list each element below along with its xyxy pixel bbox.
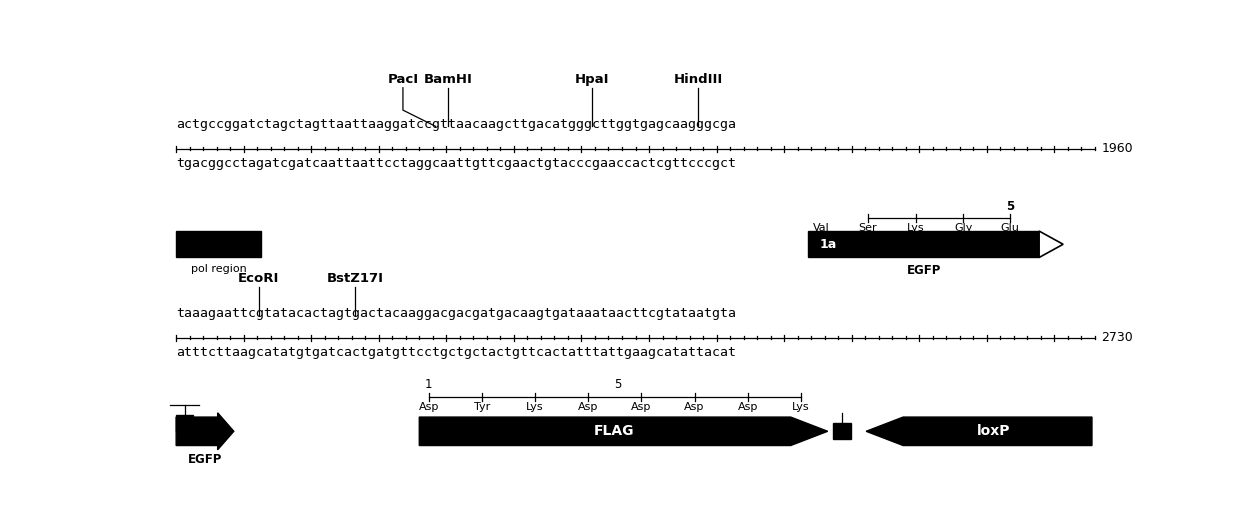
Text: EGFP: EGFP [906, 263, 941, 277]
FancyBboxPatch shape [176, 231, 260, 258]
Text: HindIII: HindIII [673, 73, 723, 86]
Text: Lys: Lys [526, 402, 544, 412]
Polygon shape [866, 417, 1092, 446]
Text: actgccggatctagctagttaattaaggatccgttaacaagcttgacatgggcttggtgagcaagggcga: actgccggatctagctagttaattaaggatccgttaacaa… [176, 118, 737, 131]
Text: Ser: Ser [859, 223, 878, 233]
Text: Tyr: Tyr [474, 402, 490, 412]
Text: loxP: loxP [977, 425, 1011, 438]
Text: 1a: 1a [820, 238, 837, 251]
Text: HpaI: HpaI [575, 73, 610, 86]
Text: 5: 5 [615, 379, 622, 391]
Text: Asp: Asp [578, 402, 599, 412]
FancyBboxPatch shape [176, 415, 193, 431]
Text: 1: 1 [425, 379, 433, 391]
Polygon shape [419, 417, 828, 446]
Text: Lys: Lys [908, 223, 925, 233]
Text: 2730: 2730 [1101, 331, 1133, 344]
Text: BamHI: BamHI [424, 73, 472, 86]
Text: pol region: pol region [191, 263, 247, 274]
FancyBboxPatch shape [808, 231, 1039, 258]
Text: Lys: Lys [792, 402, 810, 412]
Text: Val: Val [812, 223, 830, 233]
Text: EcoRI: EcoRI [238, 272, 279, 285]
Text: Asp: Asp [631, 402, 651, 412]
Text: FLAG: FLAG [594, 425, 635, 438]
Text: Asp: Asp [684, 402, 704, 412]
Polygon shape [176, 413, 234, 450]
Text: 5: 5 [1006, 200, 1014, 213]
Text: PacI: PacI [387, 73, 419, 86]
Text: Asp: Asp [738, 402, 758, 412]
Text: 1960: 1960 [1101, 142, 1133, 155]
Text: tgacggcctagatcgatcaattaattcctaggcaattgttcgaactgtacccgaaccactcgttcccgct: tgacggcctagatcgatcaattaattcctaggcaattgtt… [176, 157, 737, 170]
FancyBboxPatch shape [833, 423, 851, 439]
Text: Asp: Asp [419, 402, 439, 412]
Text: EGFP: EGFP [187, 453, 222, 466]
Text: Gly: Gly [954, 223, 972, 233]
Text: Glu: Glu [1001, 223, 1019, 233]
Polygon shape [1039, 231, 1063, 258]
Text: atttcttaagcatatgtgatcactgatgttcctgctgctactgttcactatttattgaagcatattacat: atttcttaagcatatgtgatcactgatgttcctgctgcta… [176, 346, 737, 359]
Text: BstZ17I: BstZ17I [326, 272, 383, 285]
Text: taaagaattcgtatacactagtgactacaaggacgacgatgacaagtgataaataacttcgtataatgta: taaagaattcgtatacactagtgactacaaggacgacgat… [176, 307, 737, 320]
